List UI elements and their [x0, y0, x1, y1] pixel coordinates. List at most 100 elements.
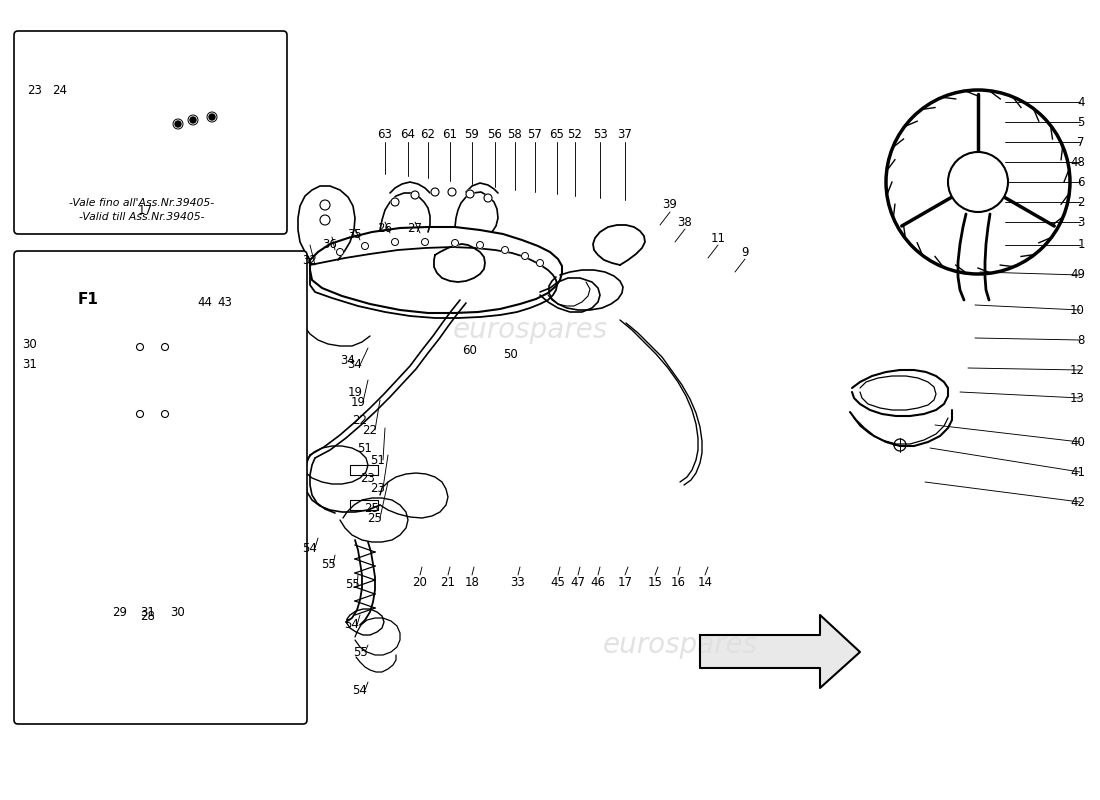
Text: 60: 60	[463, 343, 477, 357]
Text: 55: 55	[344, 578, 360, 591]
Text: 1: 1	[1078, 238, 1085, 251]
Text: 50: 50	[503, 349, 517, 362]
Circle shape	[537, 259, 543, 266]
Text: 28: 28	[141, 610, 155, 623]
Text: 36: 36	[322, 238, 338, 251]
Text: 57: 57	[528, 129, 542, 142]
Circle shape	[362, 242, 369, 250]
Text: 48: 48	[1070, 155, 1085, 169]
Text: 65: 65	[550, 129, 564, 142]
Text: 37: 37	[617, 129, 632, 142]
Circle shape	[162, 343, 168, 350]
Text: 27: 27	[407, 222, 422, 234]
Text: 41: 41	[1070, 466, 1085, 478]
Text: 54: 54	[344, 618, 360, 631]
Circle shape	[390, 198, 399, 206]
Text: 15: 15	[648, 575, 662, 589]
Circle shape	[162, 410, 168, 418]
Text: -Valid till Ass.Nr.39405-: -Valid till Ass.Nr.39405-	[79, 212, 205, 222]
Text: 31: 31	[141, 606, 155, 618]
Text: 18: 18	[464, 575, 480, 589]
Text: 51: 51	[371, 454, 385, 466]
Text: 64: 64	[400, 129, 416, 142]
Text: 62: 62	[420, 129, 436, 142]
Circle shape	[190, 117, 196, 123]
Text: 19: 19	[351, 395, 365, 409]
Text: 38: 38	[678, 215, 692, 229]
Text: 13: 13	[1070, 391, 1085, 405]
Text: 17: 17	[617, 575, 632, 589]
Circle shape	[502, 246, 508, 254]
Text: 52: 52	[568, 129, 582, 142]
Text: 54: 54	[353, 683, 367, 697]
Text: 31: 31	[23, 358, 37, 371]
Text: 10: 10	[1070, 303, 1085, 317]
Text: 25: 25	[367, 511, 383, 525]
Circle shape	[209, 114, 214, 120]
Text: 55: 55	[320, 558, 336, 571]
Text: 45: 45	[551, 575, 565, 589]
Text: 9: 9	[741, 246, 749, 258]
Text: 25: 25	[364, 502, 380, 514]
Text: 59: 59	[464, 129, 480, 142]
Text: 17: 17	[138, 203, 153, 217]
Text: 6: 6	[1078, 175, 1085, 189]
Circle shape	[337, 249, 343, 255]
Text: 8: 8	[1078, 334, 1085, 346]
Circle shape	[136, 343, 143, 350]
Text: 54: 54	[302, 542, 318, 554]
Text: 5: 5	[1078, 115, 1085, 129]
Circle shape	[521, 253, 528, 259]
Text: 44: 44	[198, 295, 212, 309]
Text: 34: 34	[348, 358, 362, 371]
Text: 40: 40	[1070, 435, 1085, 449]
Circle shape	[451, 239, 459, 246]
Text: 46: 46	[591, 575, 605, 589]
Text: 21: 21	[440, 575, 455, 589]
Text: 23: 23	[28, 83, 43, 97]
Circle shape	[949, 153, 1006, 211]
Text: 61: 61	[442, 129, 458, 142]
Text: 47: 47	[571, 575, 585, 589]
Text: 42: 42	[1070, 495, 1085, 509]
Text: 23: 23	[371, 482, 385, 494]
Text: 35: 35	[348, 229, 362, 242]
Text: 32: 32	[302, 254, 318, 266]
Text: 34: 34	[341, 354, 355, 366]
Text: 4: 4	[1078, 95, 1085, 109]
Circle shape	[448, 188, 456, 196]
Text: 29: 29	[112, 606, 128, 618]
Text: 7: 7	[1078, 135, 1085, 149]
Text: eurospares: eurospares	[603, 631, 758, 659]
Text: 39: 39	[662, 198, 678, 211]
Text: 14: 14	[697, 575, 713, 589]
Circle shape	[411, 191, 419, 199]
Text: 2: 2	[1078, 195, 1085, 209]
Text: 22: 22	[352, 414, 367, 426]
Text: F1: F1	[78, 293, 98, 307]
Text: 19: 19	[348, 386, 363, 398]
Text: 24: 24	[53, 83, 67, 97]
Text: eurospares: eurospares	[130, 168, 270, 192]
Text: 30: 30	[23, 338, 37, 351]
Circle shape	[466, 190, 474, 198]
Text: 53: 53	[593, 129, 607, 142]
Circle shape	[476, 242, 484, 249]
FancyBboxPatch shape	[14, 251, 307, 724]
Text: 23: 23	[361, 471, 375, 485]
Text: 63: 63	[377, 129, 393, 142]
Text: 30: 30	[170, 606, 186, 618]
Text: 33: 33	[510, 575, 526, 589]
Circle shape	[421, 238, 429, 246]
Text: 11: 11	[711, 231, 726, 245]
Circle shape	[136, 410, 143, 418]
Text: 3: 3	[1078, 215, 1085, 229]
Text: 49: 49	[1070, 269, 1085, 282]
Text: 43: 43	[218, 295, 232, 309]
Text: -Vale fino all'Ass.Nr.39405-: -Vale fino all'Ass.Nr.39405-	[69, 198, 214, 208]
Text: 55: 55	[353, 646, 367, 658]
Text: 58: 58	[507, 129, 522, 142]
Circle shape	[431, 188, 439, 196]
Text: 26: 26	[377, 222, 393, 234]
Text: eurospares: eurospares	[452, 316, 607, 344]
